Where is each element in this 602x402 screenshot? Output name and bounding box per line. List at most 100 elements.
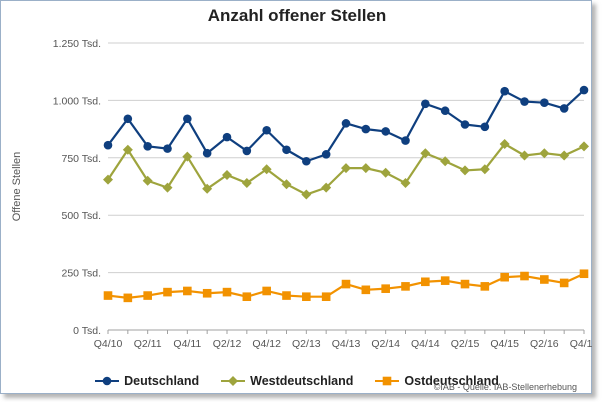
data-point-deutschland bbox=[361, 124, 371, 134]
data-point-ostdeutschland bbox=[123, 293, 133, 303]
data-point-deutschland bbox=[183, 114, 192, 124]
x-tick-label: Q2/11 bbox=[134, 338, 162, 350]
data-point-ostdeutschland bbox=[183, 286, 192, 296]
data-point-deutschland bbox=[500, 86, 509, 96]
data-point-ostdeutschland bbox=[282, 291, 291, 300]
y-tick-label: 250 Tsd. bbox=[61, 268, 101, 280]
x-tick-label: Q4/16 bbox=[570, 338, 593, 350]
data-point-ostdeutschland bbox=[540, 275, 549, 284]
data-point-deutschland bbox=[202, 148, 212, 158]
y-tick-label: 750 Tsd. bbox=[61, 153, 101, 165]
data-point-deutschland bbox=[222, 132, 232, 142]
data-point-ostdeutschland bbox=[222, 287, 232, 297]
y-tick-label: 1.000 Tsd. bbox=[53, 95, 101, 107]
data-point-westdeutschland bbox=[460, 165, 470, 176]
data-point-westdeutschland bbox=[301, 189, 312, 200]
x-tick-label: Q4/12 bbox=[252, 338, 281, 350]
data-point-ostdeutschland bbox=[460, 279, 470, 289]
data-point-westdeutschland bbox=[440, 156, 451, 167]
data-point-westdeutschland bbox=[579, 141, 589, 152]
data-point-westdeutschland bbox=[103, 174, 113, 185]
data-point-ostdeutschland bbox=[520, 271, 529, 281]
x-tick-label: Q2/13 bbox=[292, 338, 321, 350]
legend-label: Deutschland bbox=[124, 374, 200, 388]
x-tick-label: Q2/12 bbox=[213, 338, 242, 350]
data-point-ostdeutschland bbox=[559, 278, 569, 288]
data-point-westdeutschland bbox=[341, 163, 351, 174]
y-tick-label: 1.250 Tsd. bbox=[53, 38, 101, 50]
data-point-ostdeutschland bbox=[500, 272, 509, 282]
data-point-deutschland bbox=[401, 136, 410, 145]
data-point-deutschland bbox=[341, 119, 351, 128]
data-point-deutschland bbox=[123, 114, 133, 124]
line-chart: 0 Tsd. 250 Tsd. 500 Tsd. 750 Tsd. 1.000 Tsd.… bbox=[11, 38, 593, 350]
data-point-ostdeutschland bbox=[341, 279, 351, 289]
data-point-ostdeutschland bbox=[202, 288, 212, 298]
legend: Deutschland Westdeutschland Ostdeutschland bbox=[1, 374, 593, 388]
data-point-ostdeutschland bbox=[381, 284, 390, 293]
data-point-ostdeutschland bbox=[103, 291, 113, 300]
chart-title: Anzahl offener Stellen bbox=[207, 6, 387, 25]
data-point-westdeutschland bbox=[360, 163, 371, 174]
data-point-westdeutschland bbox=[281, 179, 292, 190]
legend-label: Westdeutschland bbox=[250, 374, 354, 388]
data-point-westdeutschland bbox=[479, 164, 490, 175]
x-tick-label: Q2/14 bbox=[371, 338, 400, 350]
legend-item-ostdeutschland: Ostdeutschland bbox=[375, 374, 499, 388]
data-point-ostdeutschland bbox=[262, 286, 271, 296]
data-point-westdeutschland bbox=[182, 151, 193, 162]
data-point-ostdeutschland bbox=[143, 291, 152, 300]
data-point-deutschland bbox=[302, 156, 311, 166]
data-point-westdeutschland bbox=[519, 150, 530, 161]
data-point-deutschland bbox=[480, 122, 490, 132]
legend-item-westdeutschland: Westdeutschland bbox=[221, 374, 353, 388]
data-point-westdeutschland bbox=[499, 139, 510, 150]
x-tick-label: Q4/10 bbox=[94, 338, 123, 350]
data-point-deutschland bbox=[540, 98, 549, 107]
x-tick-label: Q4/14 bbox=[411, 338, 440, 350]
data-point-westdeutschland bbox=[261, 164, 272, 175]
data-point-deutschland bbox=[103, 140, 113, 150]
chart-frame: Anzahl offener Stellen 0 Tsd. 250 Tsd. 500… bbox=[0, 0, 593, 394]
data-point-westdeutschland bbox=[420, 148, 431, 159]
data-point-ostdeutschland bbox=[361, 285, 371, 295]
data-point-ostdeutschland bbox=[242, 292, 252, 302]
data-point-westdeutschland bbox=[122, 144, 133, 155]
data-point-westdeutschland bbox=[222, 170, 232, 181]
source-note: ©IAB - Quelle: IAB-Stellenerhebung bbox=[433, 382, 577, 392]
data-point-deutschland bbox=[559, 104, 569, 113]
data-point-deutschland bbox=[579, 85, 589, 95]
data-point-deutschland bbox=[282, 145, 291, 155]
data-point-deutschland bbox=[242, 146, 252, 156]
data-point-ostdeutschland bbox=[480, 282, 490, 291]
x-tick-label: Q4/11 bbox=[173, 338, 201, 350]
data-point-ostdeutschland bbox=[440, 276, 450, 285]
data-point-westdeutschland bbox=[321, 182, 332, 193]
x-tick-label: Q2/16 bbox=[530, 338, 559, 350]
data-point-deutschland bbox=[143, 142, 152, 151]
legend-swatch bbox=[95, 376, 120, 386]
y-tick-label: 0 Tsd. bbox=[73, 325, 101, 337]
data-point-deutschland bbox=[460, 120, 470, 129]
x-tick-label: Q4/13 bbox=[332, 338, 361, 350]
data-point-deutschland bbox=[321, 150, 331, 159]
x-tick-label: Q4/15 bbox=[490, 338, 519, 350]
data-point-deutschland bbox=[262, 125, 271, 135]
legend-swatch bbox=[221, 376, 246, 386]
data-point-westdeutschland bbox=[539, 148, 550, 159]
data-point-deutschland bbox=[421, 99, 430, 109]
data-point-ostdeutschland bbox=[401, 282, 410, 291]
data-point-deutschland bbox=[440, 106, 450, 116]
data-point-westdeutschland bbox=[380, 167, 391, 178]
data-point-ostdeutschland bbox=[321, 292, 331, 302]
x-tick-label: Q2/15 bbox=[451, 338, 480, 350]
legend-item-deutschland: Deutschland bbox=[95, 374, 199, 388]
data-point-westdeutschland bbox=[241, 178, 252, 189]
data-point-westdeutschland bbox=[162, 182, 173, 193]
y-tick-label: 500 Tsd. bbox=[61, 210, 101, 222]
data-point-ostdeutschland bbox=[163, 287, 172, 297]
data-point-ostdeutschland bbox=[579, 269, 589, 279]
data-point-ostdeutschland bbox=[421, 277, 430, 287]
legend-label: Ostdeutschland bbox=[404, 374, 499, 388]
data-point-deutschland bbox=[381, 127, 390, 136]
